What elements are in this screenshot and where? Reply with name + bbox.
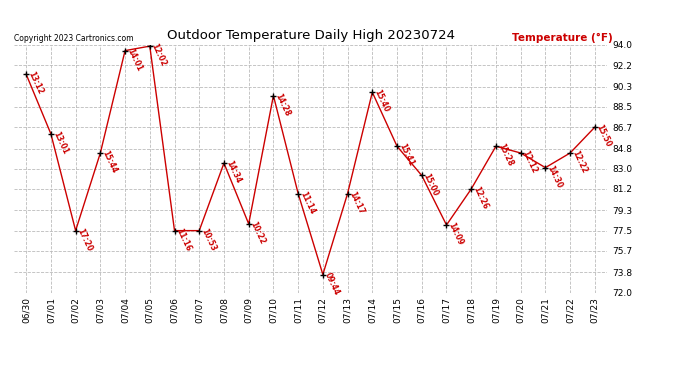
Text: 14:34: 14:34	[224, 159, 242, 185]
Title: Outdoor Temperature Daily High 20230724: Outdoor Temperature Daily High 20230724	[166, 30, 455, 42]
Text: Copyright 2023 Cartronics.com: Copyright 2023 Cartronics.com	[14, 33, 133, 42]
Text: 14:28: 14:28	[273, 92, 292, 118]
Text: 12:26: 12:26	[471, 185, 490, 211]
Text: 15:00: 15:00	[422, 172, 440, 197]
Text: 15:41: 15:41	[397, 142, 415, 168]
Text: 17:20: 17:20	[76, 227, 94, 253]
Text: 15:28: 15:28	[496, 142, 514, 168]
Text: 12:02: 12:02	[150, 42, 168, 68]
Text: 10:53: 10:53	[199, 227, 217, 252]
Text: 15:40: 15:40	[373, 88, 391, 114]
Text: 14:17: 14:17	[348, 190, 366, 216]
Text: 13:01: 13:01	[51, 130, 69, 156]
Text: 15:50: 15:50	[595, 123, 613, 149]
Text: 10:22: 10:22	[248, 220, 267, 246]
Text: 09:44: 09:44	[323, 271, 342, 296]
Text: Temperature (°F): Temperature (°F)	[513, 33, 613, 42]
Text: 14:01: 14:01	[125, 47, 144, 72]
Text: 15:44: 15:44	[100, 149, 119, 175]
Text: 14:09: 14:09	[446, 221, 465, 247]
Text: 11:16: 11:16	[175, 227, 193, 252]
Text: 13:12: 13:12	[26, 70, 45, 96]
Text: 12:22: 12:22	[570, 149, 589, 175]
Text: 11:14: 11:14	[298, 190, 317, 215]
Text: 14:30: 14:30	[545, 164, 564, 189]
Text: 12:12: 12:12	[521, 149, 539, 175]
